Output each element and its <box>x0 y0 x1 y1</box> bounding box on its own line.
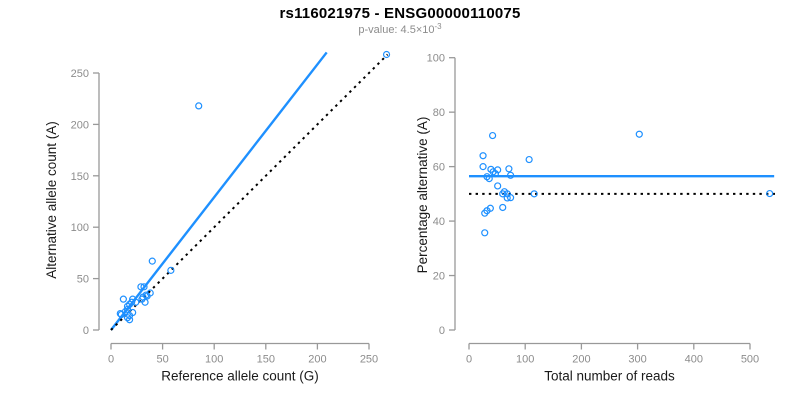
data-point <box>489 131 497 140</box>
y-tick-label: 250 <box>71 68 89 80</box>
data-point <box>123 314 132 322</box>
data-point <box>479 152 487 160</box>
data-point <box>525 155 533 164</box>
y-tick-label: 50 <box>77 274 89 286</box>
data-point <box>137 283 145 291</box>
y-tick-label: 60 <box>433 162 445 174</box>
data-point <box>148 257 156 265</box>
data-point <box>382 50 391 59</box>
percentage-reads-scatter: 0 20 40 60 80 100 0 100 200 300 400 500 Total number… <box>415 53 776 384</box>
x-tick-label: 0 <box>108 354 114 366</box>
data-point <box>479 163 487 171</box>
data-point <box>506 194 515 202</box>
y-tick-label: 200 <box>71 119 89 131</box>
p-value-text: p-value: 4.5×10 <box>358 24 435 36</box>
x-axis-title: Total number of reads <box>544 369 675 384</box>
y-axis-title: Alternative allele count (A) <box>44 121 59 279</box>
figure-title: rs116021975 - ENSG00000110075 <box>279 5 521 22</box>
data-point <box>506 171 515 179</box>
p-value-subtitle: p-value: 4.5×10-3 <box>0 22 800 36</box>
x-tick-label: 400 <box>685 354 703 366</box>
ref-alt-scatter: 0 50 100 150 200 250 0 50 100 150 200 250 Reference … <box>44 50 391 384</box>
y-tick-label: 0 <box>83 325 89 337</box>
fit-line <box>110 51 328 331</box>
data-point <box>635 130 643 138</box>
data-point <box>505 165 513 173</box>
y-tick-label: 100 <box>427 53 445 65</box>
x-axis-title: Reference allele count (G) <box>161 369 319 384</box>
data-point <box>140 283 148 291</box>
data-point <box>119 295 127 303</box>
data-point <box>125 316 134 324</box>
data-point <box>117 310 125 319</box>
data-point <box>125 312 134 320</box>
y-axis-title: Percentage alternative (A) <box>415 117 430 274</box>
x-tick-label: 200 <box>572 354 590 366</box>
data-point <box>132 298 140 306</box>
data-point <box>494 182 502 190</box>
x-tick-label: 500 <box>741 354 759 366</box>
p-value-exponent: -3 <box>434 22 442 31</box>
data-point <box>766 189 774 198</box>
data-point <box>530 190 538 198</box>
data-point <box>483 173 491 181</box>
x-tick-label: 250 <box>360 354 378 366</box>
x-tick-label: 50 <box>156 354 168 366</box>
y-tick-label: 40 <box>433 216 445 228</box>
data-point <box>481 229 489 237</box>
data-point <box>128 298 136 306</box>
data-point <box>123 305 132 314</box>
data-point <box>491 170 500 178</box>
data-point <box>195 102 203 110</box>
x-tick-label: 100 <box>205 354 223 366</box>
data-point <box>167 266 175 274</box>
x-tick-label: 200 <box>308 354 326 366</box>
data-point <box>503 194 511 202</box>
y-tick-label: 80 <box>433 107 445 119</box>
data-point <box>499 203 507 212</box>
x-tick-label: 0 <box>466 354 472 366</box>
x-tick-label: 300 <box>628 354 646 366</box>
data-point <box>141 298 149 306</box>
data-point <box>481 209 489 217</box>
data-point <box>116 309 124 318</box>
data-point <box>494 166 502 174</box>
y-tick-label: 150 <box>71 171 89 183</box>
data-point <box>142 291 150 299</box>
data-point <box>487 165 495 173</box>
y-tick-label: 20 <box>433 271 445 283</box>
y-tick-label: 0 <box>439 325 445 337</box>
identity-line <box>110 53 389 331</box>
data-point <box>146 289 154 297</box>
x-tick-label: 150 <box>257 354 275 366</box>
x-tick-label: 100 <box>516 354 534 366</box>
y-tick-label: 100 <box>71 222 89 234</box>
